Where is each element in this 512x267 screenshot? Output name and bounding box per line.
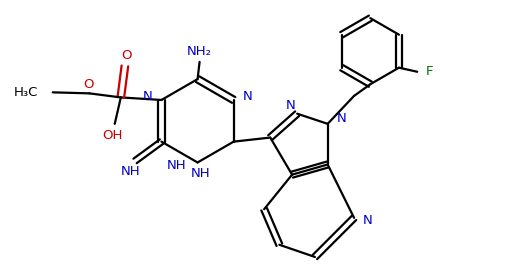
Text: NH: NH	[121, 164, 141, 178]
Text: NH: NH	[167, 159, 186, 171]
Text: NH: NH	[190, 167, 210, 180]
Text: N: N	[286, 99, 296, 112]
Text: O: O	[122, 49, 132, 62]
Text: N: N	[363, 214, 373, 227]
Text: F: F	[425, 65, 433, 78]
Text: N: N	[242, 90, 252, 103]
Text: NH₂: NH₂	[187, 45, 212, 58]
Text: N: N	[143, 90, 153, 103]
Text: H₃C: H₃C	[14, 86, 38, 99]
Text: OH: OH	[102, 128, 122, 142]
Text: O: O	[83, 78, 94, 91]
Text: N: N	[336, 112, 346, 125]
